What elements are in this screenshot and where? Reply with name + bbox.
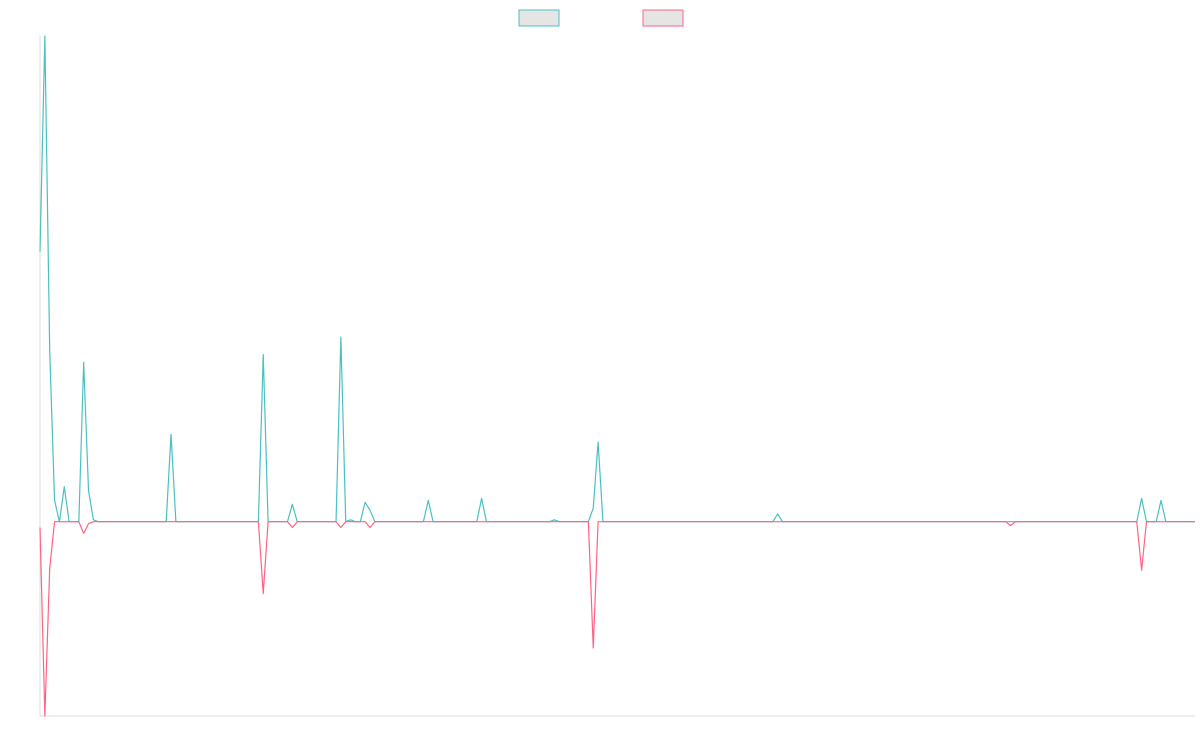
legend (518, 9, 684, 27)
axes (39, 36, 1195, 717)
series-line-2 (39, 521, 1195, 717)
legend-swatch-1[interactable] (518, 9, 560, 27)
series-line-1 (39, 35, 1195, 523)
legend-swatch-2[interactable] (642, 9, 684, 27)
plot-area (39, 35, 1195, 717)
